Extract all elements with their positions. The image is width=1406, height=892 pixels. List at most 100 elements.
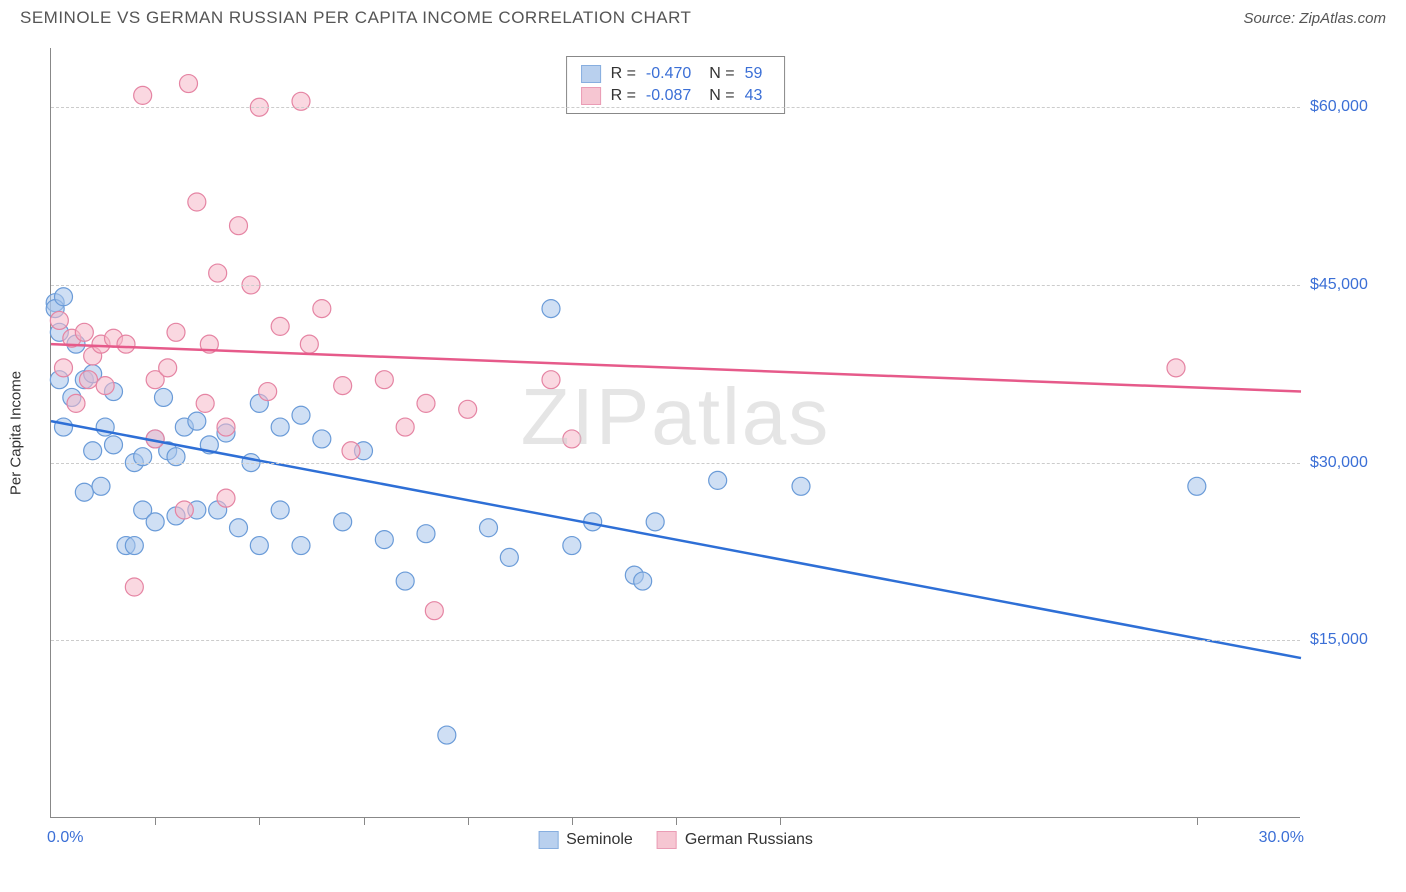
data-point [230, 217, 248, 235]
data-point [105, 436, 123, 454]
source-attribution: Source: ZipAtlas.com [1243, 10, 1386, 27]
bottom-legend: Seminole German Russians [538, 831, 813, 849]
stats-row-seminole: R = -0.470 N = 59 [581, 63, 771, 85]
data-point [55, 418, 73, 436]
chart-title: SEMINOLE VS GERMAN RUSSIAN PER CAPITA IN… [20, 8, 691, 28]
data-point [634, 572, 652, 590]
data-point [342, 442, 360, 460]
gridline [51, 285, 1300, 286]
data-point [180, 75, 198, 93]
data-point [271, 418, 289, 436]
data-point [159, 359, 177, 377]
n-value-german: 43 [745, 87, 771, 105]
data-point [1167, 359, 1185, 377]
y-tick-label: $60,000 [1310, 98, 1390, 116]
data-point [1188, 477, 1206, 495]
data-point [417, 525, 435, 543]
swatch-german [581, 87, 601, 105]
data-point [438, 726, 456, 744]
data-point [334, 513, 352, 531]
data-point [125, 578, 143, 596]
x-tick [1197, 817, 1198, 825]
data-point [188, 412, 206, 430]
data-point [292, 406, 310, 424]
gridline [51, 640, 1300, 641]
y-axis-title: Per Capita Income [8, 370, 25, 494]
legend-swatch-seminole [538, 831, 558, 849]
data-point [55, 359, 73, 377]
gridline [51, 463, 1300, 464]
trend-line [51, 421, 1301, 658]
data-point [196, 394, 214, 412]
x-tick [572, 817, 573, 825]
data-point [175, 501, 193, 519]
stats-row-german: R = -0.087 N = 43 [581, 85, 771, 107]
data-point [334, 377, 352, 395]
legend-item-seminole: Seminole [538, 831, 633, 849]
x-axis-max-label: 30.0% [1259, 829, 1304, 847]
r-value-seminole: -0.470 [646, 65, 699, 83]
data-point [67, 394, 85, 412]
data-point [96, 377, 114, 395]
data-point [313, 300, 331, 318]
x-tick [155, 817, 156, 825]
chart-plot-area: Per Capita Income ZIPatlas R = -0.470 N … [50, 48, 1300, 818]
x-tick [676, 817, 677, 825]
data-point [80, 371, 98, 389]
data-point [563, 430, 581, 448]
data-point [425, 602, 443, 620]
legend-swatch-german [657, 831, 677, 849]
data-point [217, 418, 235, 436]
data-point [84, 442, 102, 460]
x-tick [468, 817, 469, 825]
legend-item-german: German Russians [657, 831, 813, 849]
data-point [396, 572, 414, 590]
data-point [92, 477, 110, 495]
data-point [646, 513, 664, 531]
data-point [292, 537, 310, 555]
data-point [300, 335, 318, 353]
data-point [50, 311, 68, 329]
n-label: N = [709, 65, 734, 83]
y-tick-label: $45,000 [1310, 276, 1390, 294]
r-value-german: -0.087 [646, 87, 699, 105]
r-label: R = [611, 65, 636, 83]
data-point [709, 471, 727, 489]
trend-line [51, 344, 1301, 391]
n-value-seminole: 59 [745, 65, 771, 83]
data-point [217, 489, 235, 507]
data-point [75, 483, 93, 501]
x-tick [780, 817, 781, 825]
data-point [375, 371, 393, 389]
data-point [459, 400, 477, 418]
y-tick-label: $30,000 [1310, 454, 1390, 472]
scatter-plot-svg [51, 48, 1300, 817]
data-point [230, 519, 248, 537]
data-point [134, 86, 152, 104]
data-point [259, 383, 277, 401]
x-tick [259, 817, 260, 825]
data-point [563, 537, 581, 555]
data-point [792, 477, 810, 495]
data-point [209, 264, 227, 282]
data-point [271, 501, 289, 519]
data-point [155, 388, 173, 406]
data-point [271, 317, 289, 335]
data-point [313, 430, 331, 448]
stats-legend-box: R = -0.470 N = 59 R = -0.087 N = 43 [566, 56, 786, 114]
n-label-2: N = [709, 87, 734, 105]
data-point [375, 531, 393, 549]
gridline [51, 107, 1300, 108]
data-point [117, 335, 135, 353]
data-point [146, 513, 164, 531]
data-point [417, 394, 435, 412]
data-point [500, 548, 518, 566]
data-point [396, 418, 414, 436]
data-point [75, 323, 93, 341]
data-point [125, 537, 143, 555]
legend-label-seminole: Seminole [566, 831, 633, 849]
legend-label-german: German Russians [685, 831, 813, 849]
r-label-2: R = [611, 87, 636, 105]
swatch-seminole [581, 65, 601, 83]
data-point [480, 519, 498, 537]
